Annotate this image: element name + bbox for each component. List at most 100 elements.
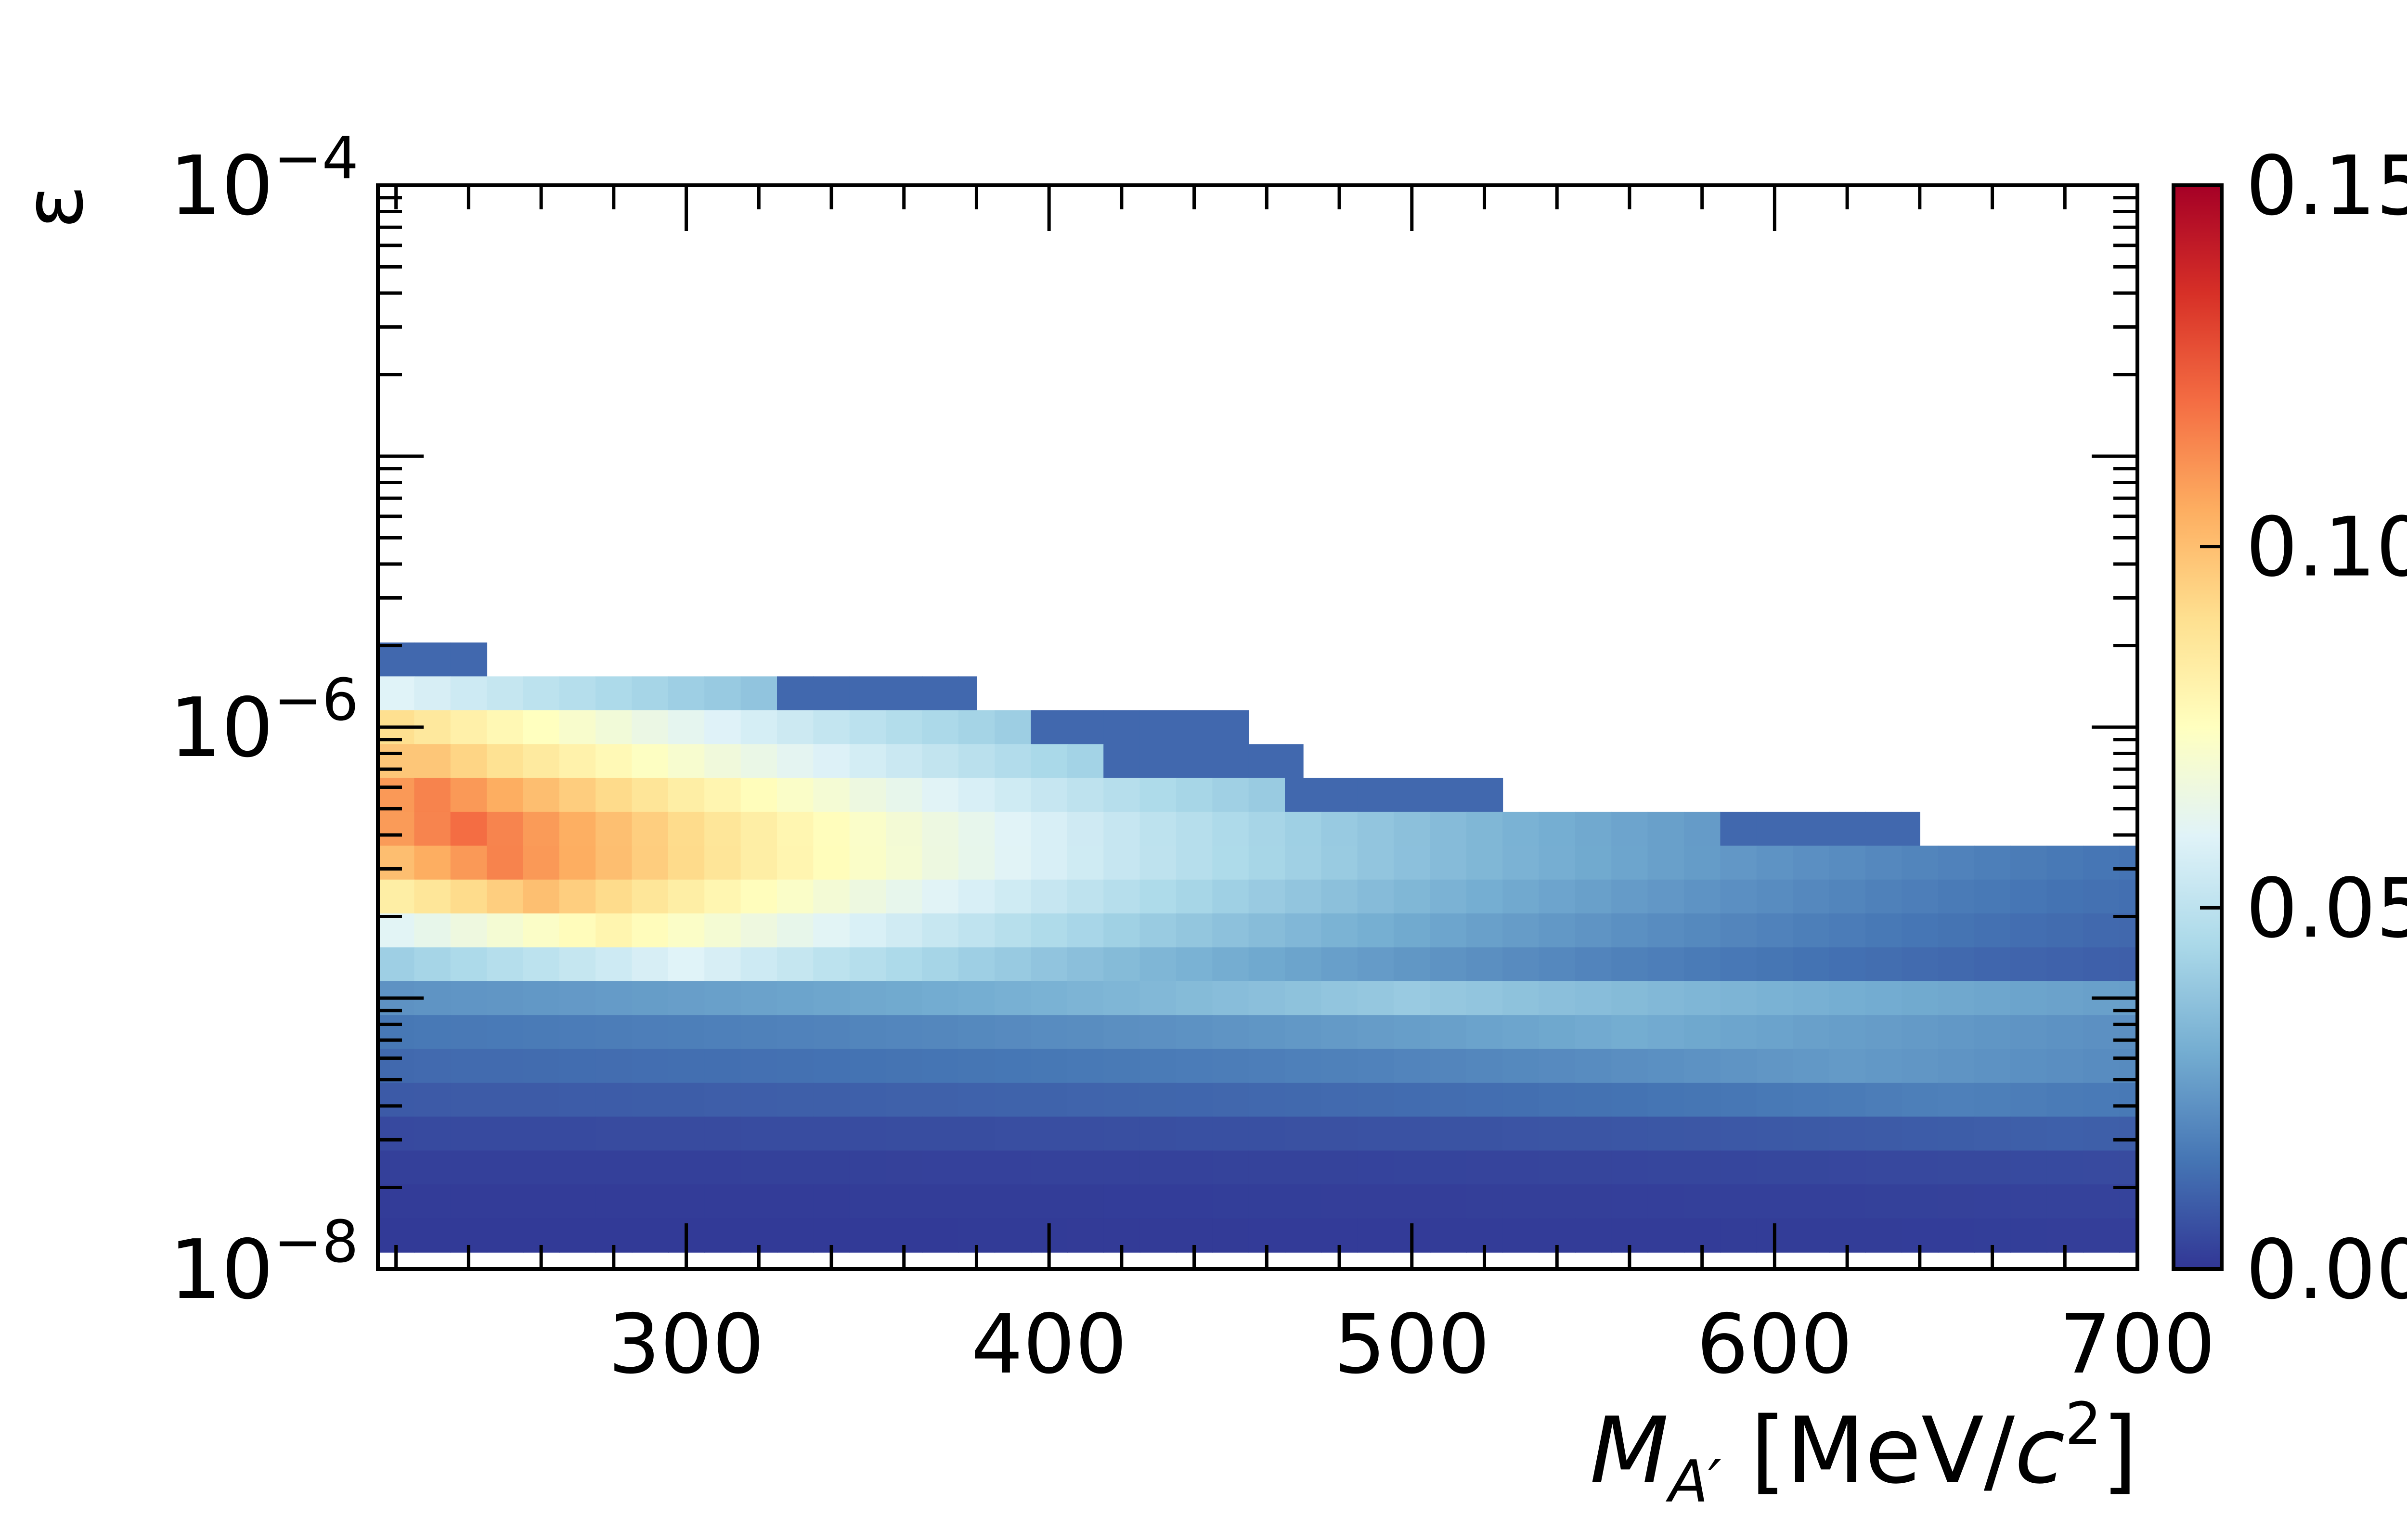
heatmap-cell [958, 846, 996, 880]
heatmap-cell [414, 778, 451, 812]
heatmap-cell [378, 811, 415, 847]
heatmap-cell [1430, 913, 1467, 948]
heatmap-cell [1611, 913, 1648, 948]
heatmap-cell [1502, 1015, 1540, 1050]
heatmap-cell [1139, 1116, 1177, 1151]
heatmap-cell [559, 947, 596, 982]
heatmap-cell [813, 778, 850, 812]
heatmap-cell [1829, 947, 1866, 982]
heatmap-cell [958, 913, 996, 948]
heatmap-cell [1176, 947, 1213, 982]
heatmap-cell [886, 1184, 923, 1219]
heatmap-cell [1902, 811, 1920, 847]
heatmap-cell [777, 710, 814, 745]
heatmap-cell [849, 778, 887, 812]
heatmap-cell [378, 1150, 415, 1185]
heatmap-cell [1938, 1184, 1975, 1219]
heatmap-cell [886, 744, 923, 779]
colorbar-tick-labels: 0.00 0.05 0.10 0.15 [2246, 139, 2407, 1318]
heatmap-cell [1647, 1015, 1684, 1050]
heatmap-cell [1212, 1015, 1249, 1050]
heatmap-cell [378, 1015, 415, 1050]
heatmap-cell [922, 1116, 959, 1151]
heatmap-cell [1611, 1116, 1648, 1151]
heatmap-cell [1938, 1150, 1975, 1185]
heatmap-cell [1176, 778, 1213, 812]
heatmap-cell [1031, 1082, 1068, 1117]
heatmap-cell [523, 846, 560, 880]
heatmap-cell [1974, 981, 2011, 1016]
heatmap-cell [2010, 879, 2047, 914]
heatmap-cell [886, 778, 923, 812]
heatmap-cell [1466, 947, 1503, 982]
heatmap-cell [1357, 1116, 1395, 1151]
heatmap-cell [487, 879, 524, 914]
heatmap-cell [450, 1082, 488, 1117]
heatmap-cell [1031, 778, 1068, 812]
heatmap-cell [813, 1015, 850, 1050]
heatmap-cell [849, 1218, 887, 1253]
heatmap-cell [1176, 710, 1213, 745]
heatmap-cell [1974, 913, 2011, 948]
heatmap-cell [1829, 1150, 1866, 1185]
heatmap-cell [2046, 1082, 2083, 1117]
heatmap-cell [559, 1150, 596, 1185]
heatmap-cell [595, 1015, 633, 1050]
heatmap-cell [450, 1150, 488, 1185]
heatmap-cell [1103, 1116, 1140, 1151]
heatmap-cell [1103, 710, 1140, 745]
heatmap-cell [849, 1150, 887, 1185]
heatmap-cell [1502, 1116, 1540, 1151]
heatmap-cell [1357, 811, 1395, 847]
heatmap-cell [1466, 1150, 1503, 1185]
x-tick-label: 500 [1334, 1297, 1490, 1392]
heatmap-cell [849, 947, 887, 982]
heatmap-cell [632, 744, 669, 779]
heatmap-cell [995, 1116, 1032, 1151]
heatmap-cell [559, 1116, 596, 1151]
heatmap-cell [1248, 778, 1286, 812]
x-axis-label: MA′ [MeV/c2] [1590, 1391, 2137, 1515]
heatmap-cell [1176, 1184, 1213, 1219]
x-tick-label: 300 [608, 1297, 764, 1392]
heatmap-cell [1647, 846, 1684, 880]
heatmap-cell [813, 744, 850, 779]
heatmap-cell [995, 778, 1032, 812]
heatmap-cell [1575, 811, 1612, 847]
heatmap-cell [1430, 879, 1467, 914]
heatmap-cell [450, 778, 488, 812]
heatmap-cell [2119, 1218, 2138, 1253]
heatmap-cell [1248, 811, 1286, 847]
y-tick-label-exponent: −4 [273, 125, 359, 192]
heatmap-cell [704, 1116, 741, 1151]
heatmap-cell [487, 778, 524, 812]
y-tick-label: 10−6 [169, 667, 359, 776]
heatmap-cell [958, 744, 996, 779]
heatmap-cell [922, 1150, 959, 1185]
heatmap-cell [1502, 947, 1540, 982]
heatmap-cell [1394, 846, 1431, 880]
heatmap-cell [995, 879, 1032, 914]
heatmap-cell [559, 879, 596, 914]
heatmap-cell [1684, 879, 1721, 914]
heatmap-cell [1466, 846, 1503, 880]
heatmap-cell [922, 676, 959, 711]
heatmap-cell [1611, 1015, 1648, 1050]
x-tick-label: 600 [1696, 1297, 1852, 1392]
x-axis-tick-labels: 300 400 500 600 700 [608, 1297, 2215, 1392]
heatmap-cell [1139, 846, 1177, 880]
heatmap-cell [414, 1218, 451, 1253]
heatmap-cell [922, 1218, 959, 1253]
heatmap-cell [1902, 879, 1939, 914]
heatmap-cell [595, 710, 633, 745]
heatmap-cell [2046, 1116, 2083, 1151]
heatmap-cell [378, 913, 415, 948]
heatmap-cell [523, 1015, 560, 1050]
heatmap-cell [1466, 1015, 1503, 1050]
heatmap-cell [632, 811, 669, 847]
x-axis-label-sub: A′ [1665, 1449, 1721, 1515]
heatmap-cell [1212, 947, 1249, 982]
heatmap-cell [487, 846, 524, 880]
heatmap-cell [704, 879, 741, 914]
heatmap-cell [414, 811, 451, 847]
